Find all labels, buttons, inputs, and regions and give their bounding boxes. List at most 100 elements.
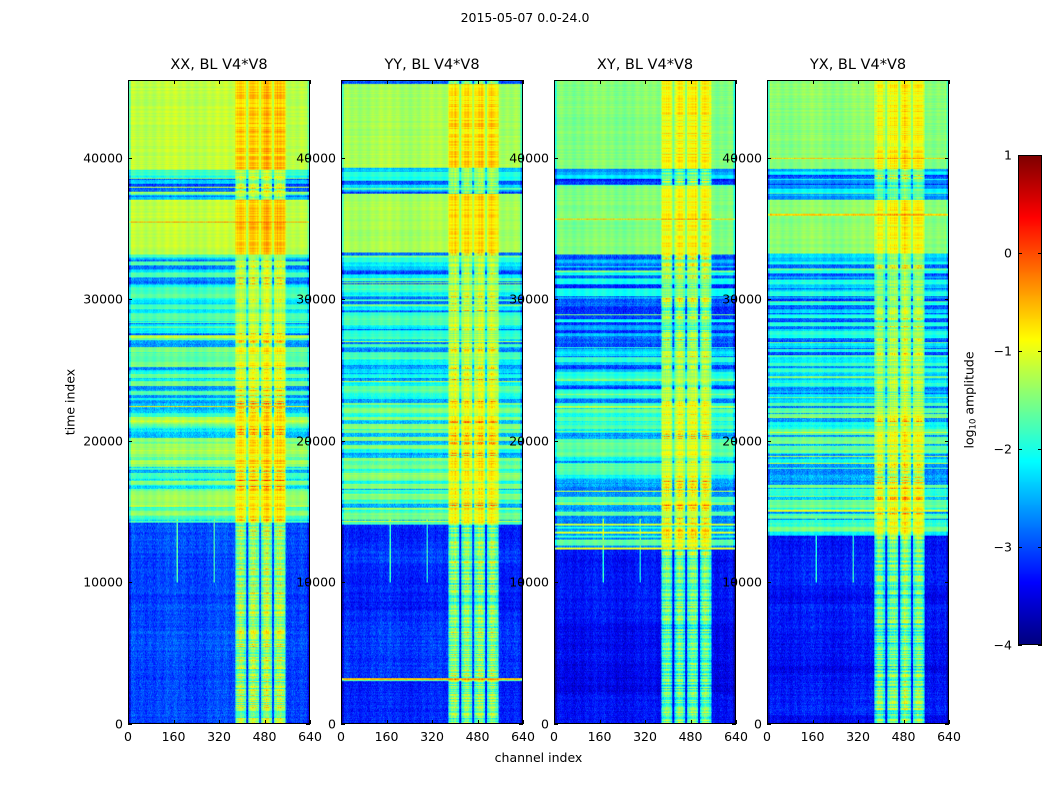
x-tick-label: 320 — [846, 729, 870, 744]
y-tick-mark — [128, 724, 132, 725]
x-tick-label: 160 — [374, 729, 399, 744]
x-tick-mark — [736, 80, 737, 84]
y-tick-mark — [306, 157, 310, 159]
x-tick-mark — [128, 720, 129, 724]
x-tick-mark — [219, 720, 220, 724]
colorbar-tick-mark — [1038, 155, 1042, 156]
x-tick-label: 0 — [124, 729, 132, 744]
colorbar-tick-label: 1 — [1004, 147, 1012, 163]
y-tick-label: 10000 — [722, 574, 762, 590]
y-tick-label: 10000 — [296, 574, 336, 590]
panel-title-yx: YX, BL V4*V8 — [809, 57, 907, 73]
y-tick-mark — [519, 724, 523, 725]
y-tick-mark — [945, 157, 949, 159]
y-tick-label: 20000 — [509, 433, 549, 449]
x-tick-mark — [599, 80, 601, 84]
y-tick-label: 20000 — [722, 433, 762, 449]
colorbar-tick-mark — [1038, 351, 1042, 352]
x-tick-mark — [264, 720, 266, 724]
panel-title-xx: XX, BL V4*V8 — [170, 57, 268, 73]
x-tick-label: 640 — [724, 729, 748, 744]
x-tick-label: 480 — [252, 729, 277, 744]
x-tick-mark — [386, 720, 388, 724]
colorbar-tick-mark — [1038, 645, 1042, 646]
x-tick-mark — [219, 80, 220, 84]
x-tick-mark — [812, 80, 814, 84]
y-tick-label: 40000 — [722, 150, 762, 166]
colorbar[interactable]: 1 0 −1 −2 −3 −4 — [994, 148, 1042, 653]
y-tick-mark — [554, 157, 558, 159]
x-tick-mark — [341, 720, 342, 724]
y-tick-label: 0 — [541, 716, 549, 732]
y-tick-mark — [945, 440, 949, 442]
colorbar-tick-label: −4 — [993, 637, 1012, 653]
colorbar-tick-mark — [1018, 547, 1022, 548]
y-tick-label: 30000 — [722, 291, 762, 307]
y-tick-mark — [341, 157, 345, 159]
waterfall-image-xy — [554, 80, 736, 724]
x-tick-mark — [949, 720, 950, 724]
y-tick-mark — [306, 299, 310, 301]
x-tick-mark — [903, 720, 905, 724]
y-tick-mark — [732, 157, 736, 159]
x-tick-mark — [173, 720, 175, 724]
x-tick-label: 160 — [161, 729, 186, 744]
x-tick-label: 640 — [511, 729, 535, 744]
x-tick-label: 320 — [420, 729, 444, 744]
y-tick-label: 20000 — [83, 433, 123, 449]
x-tick-mark — [477, 720, 479, 724]
y-tick-mark — [341, 724, 345, 725]
panel-yx[interactable]: YX, BL V4*V8 0 10000 20000 30000 40000 0 160 320… — [722, 57, 961, 744]
x-tick-label: 0 — [337, 729, 345, 744]
x-tick-mark — [858, 720, 859, 724]
y-tick-label: 10000 — [509, 574, 549, 590]
y-tick-label: 30000 — [509, 291, 549, 307]
y-tick-mark — [767, 440, 771, 442]
x-tick-mark — [523, 720, 524, 724]
y-tick-mark — [128, 440, 132, 442]
y-tick-mark — [128, 582, 132, 584]
colorbar-tick-label: −2 — [993, 441, 1012, 457]
colorbar-tick-mark — [1018, 351, 1022, 352]
y-tick-label: 30000 — [83, 291, 123, 307]
y-tick-label: 0 — [754, 716, 762, 732]
panel-xy[interactable]: XY, BL V4*V8 0 10000 20000 30000 40000 0 160 320… — [509, 57, 748, 744]
y-tick-mark — [767, 157, 771, 159]
y-tick-mark — [945, 582, 949, 584]
y-tick-label: 0 — [328, 716, 336, 732]
colorbar-label-prefix: log — [961, 429, 977, 449]
x-tick-mark — [477, 80, 479, 84]
y-tick-mark — [945, 299, 949, 301]
y-tick-mark — [554, 724, 558, 725]
x-tick-mark — [690, 720, 692, 724]
x-tick-mark — [736, 720, 737, 724]
y-tick-label: 0 — [115, 716, 123, 732]
y-tick-mark — [128, 157, 132, 159]
y-tick-mark — [767, 724, 771, 725]
x-tick-label: 160 — [800, 729, 825, 744]
x-tick-mark — [812, 720, 814, 724]
x-tick-mark — [386, 80, 388, 84]
colorbar-label: log10 amplitude — [961, 351, 978, 448]
panel-xx[interactable]: XX, BL V4*V8 0 10000 20000 30000 40000 0 160 320… — [83, 57, 322, 744]
x-tick-label: 480 — [891, 729, 916, 744]
x-tick-mark — [432, 80, 433, 84]
x-tick-mark — [690, 80, 692, 84]
x-tick-mark — [767, 720, 768, 724]
panel-yy[interactable]: YY, BL V4*V8 0 10000 20000 30000 40000 0 160 320… — [296, 57, 535, 744]
y-tick-mark — [732, 440, 736, 442]
y-tick-label: 40000 — [83, 150, 123, 166]
x-tick-mark — [645, 80, 646, 84]
y-tick-mark — [732, 299, 736, 301]
y-tick-mark — [306, 724, 310, 725]
y-tick-mark — [341, 582, 345, 584]
colorbar-tick-mark — [1038, 449, 1042, 450]
x-tick-mark — [341, 80, 342, 84]
x-tick-label: 640 — [298, 729, 322, 744]
colorbar-tick-mark — [1018, 449, 1022, 450]
y-tick-mark — [306, 582, 310, 584]
y-tick-mark — [341, 299, 345, 301]
y-tick-mark — [341, 440, 345, 442]
x-tick-mark — [173, 80, 175, 84]
